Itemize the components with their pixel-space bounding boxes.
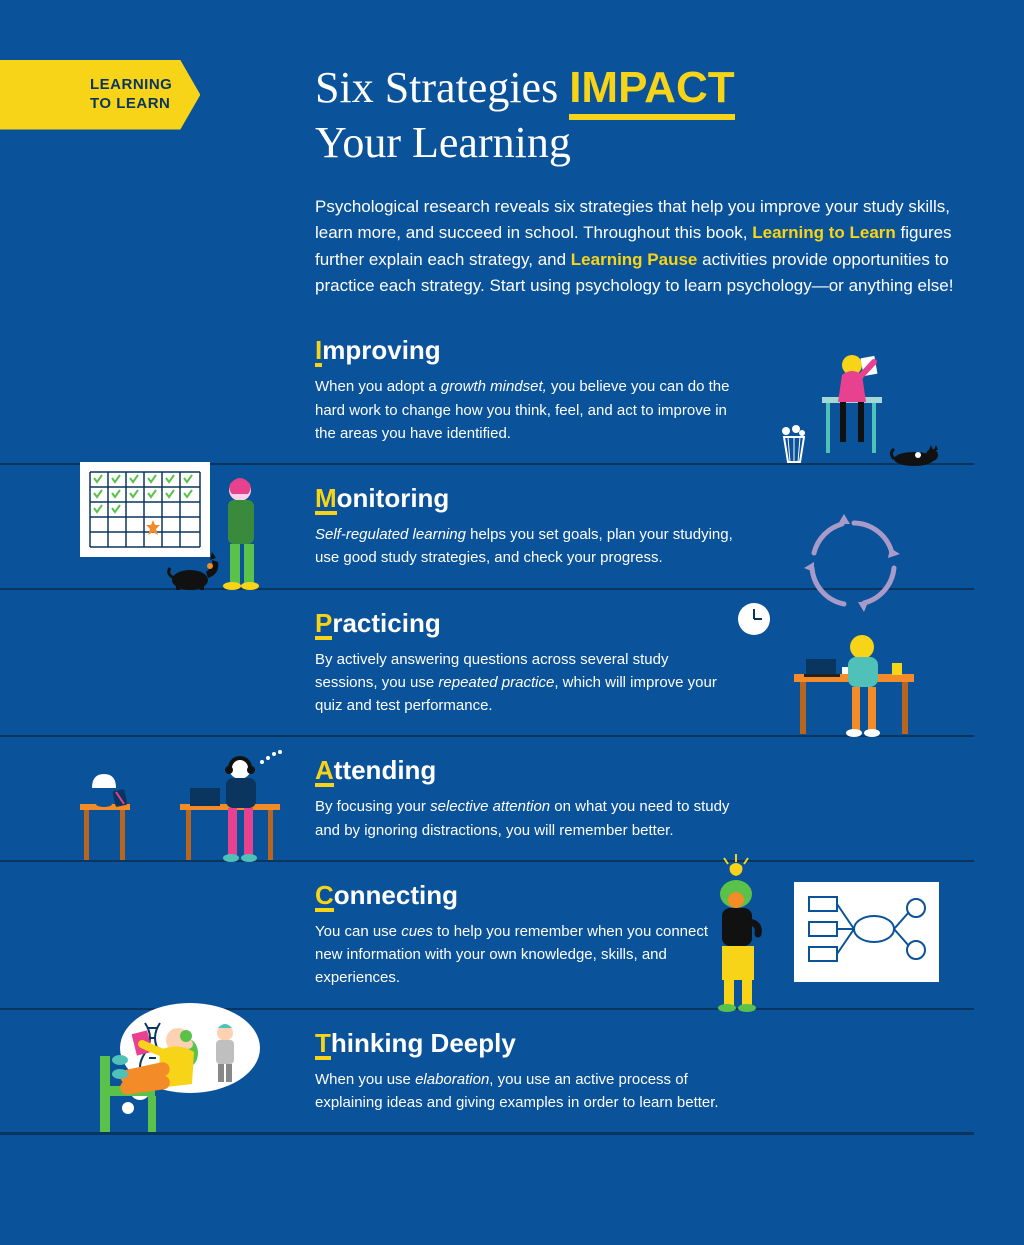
- intro-paragraph: Psychological research reveals six strat…: [315, 194, 954, 299]
- infographic-page: LEARNING TO LEARN Six Strategies IMPACT …: [0, 0, 1024, 1245]
- attending-illustration: [70, 744, 300, 864]
- strategy-improving: Improving When you adopt a growth mindse…: [0, 335, 974, 465]
- header-block: Six Strategies IMPACT Your Learning Psyc…: [315, 60, 974, 299]
- strategy-thinking-deeply: Thinking Deeply When you use elaboration…: [0, 1028, 974, 1136]
- improving-illustration: [744, 347, 944, 467]
- intro-highlight-1: Learning to Learn: [752, 223, 896, 242]
- monitoring-illustration: [80, 462, 280, 592]
- strategy-heading: Attending: [315, 755, 974, 787]
- practicing-illustration: [724, 599, 924, 739]
- title-post: Your Learning: [315, 118, 571, 167]
- thinking-illustration: [90, 996, 260, 1136]
- strategy-connecting: Connecting You can use cues to help you …: [0, 880, 974, 1010]
- strategy-attending: Attending By focusing your selective att…: [0, 755, 974, 862]
- strategy-desc: When you adopt a growth mindset, you bel…: [315, 375, 735, 445]
- strategy-desc: Self-regulated learning helps you set go…: [315, 523, 735, 570]
- connecting-illustration: [684, 852, 944, 1012]
- learning-to-learn-tag: LEARNING TO LEARN: [0, 60, 200, 130]
- tag-line1: LEARNING: [90, 76, 172, 93]
- title-highlight: IMPACT: [569, 63, 734, 120]
- strategy-heading: Thinking Deeply: [315, 1028, 974, 1060]
- title-pre: Six Strategies: [315, 63, 569, 112]
- tag-line2: TO LEARN: [90, 95, 170, 112]
- intro-highlight-2: Learning Pause: [571, 250, 698, 269]
- strategy-desc: By focusing your selective attention on …: [315, 795, 735, 842]
- strategy-practicing: Practicing By actively answering questio…: [0, 608, 974, 738]
- strategy-desc: By actively answering questions across s…: [315, 648, 735, 718]
- strategy-desc: You can use cues to help you remember wh…: [315, 920, 735, 990]
- page-title: Six Strategies IMPACT Your Learning: [315, 60, 954, 170]
- strategy-monitoring: Monitoring Self-regulated learning helps…: [0, 483, 974, 590]
- strategy-desc: When you use elaboration, you use an act…: [315, 1068, 735, 1115]
